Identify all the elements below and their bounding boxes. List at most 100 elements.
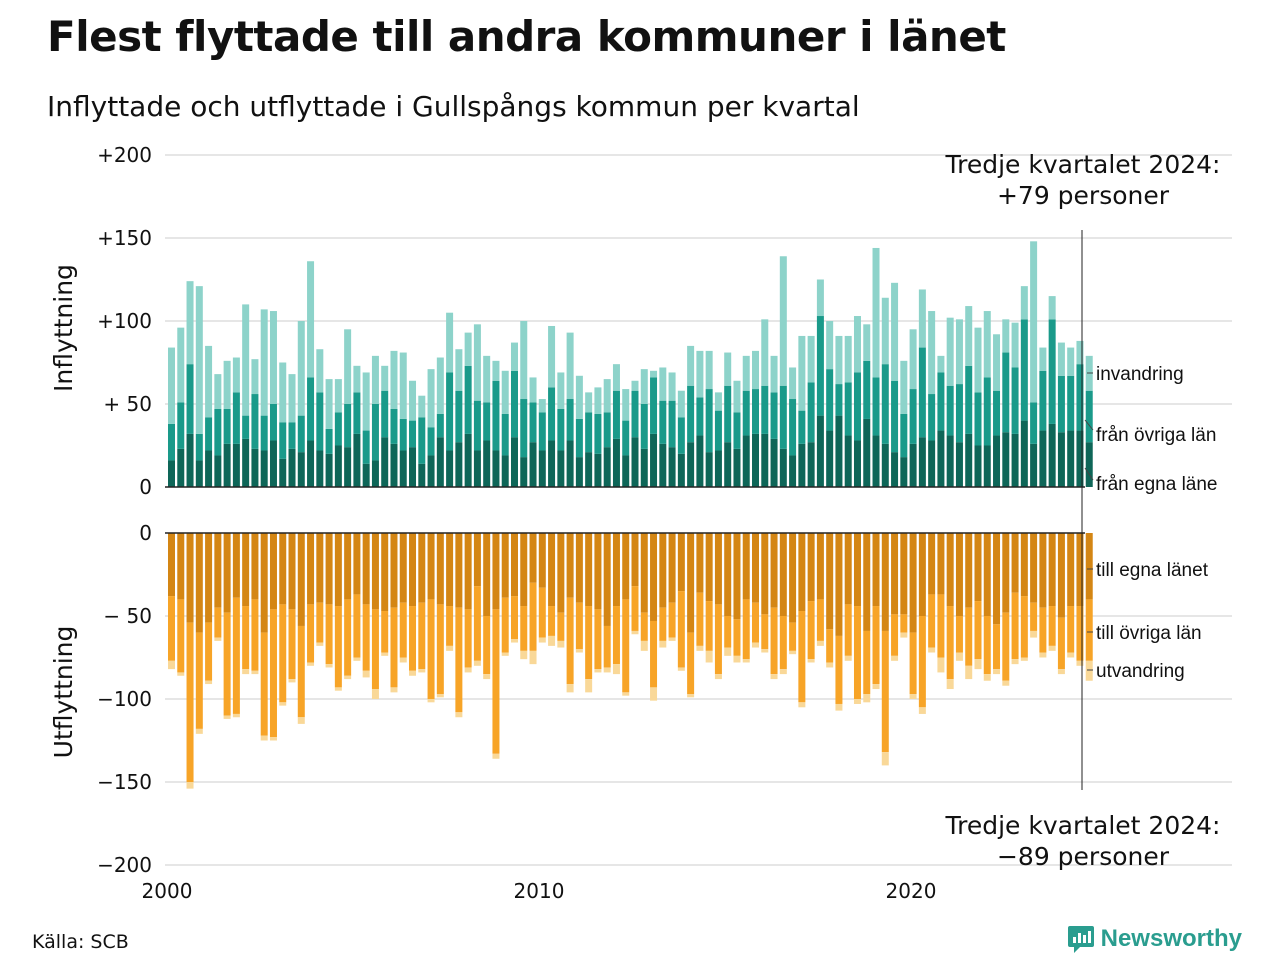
- inflow-bar-3: [399, 352, 407, 419]
- outflow-bar-2: [538, 587, 546, 638]
- outflow-bar-3: [631, 630, 639, 635]
- outflow-bar-2: [260, 632, 268, 736]
- outflow-bar-3: [622, 692, 630, 696]
- outflow-bar-1: [269, 533, 277, 610]
- outflow-bar-1: [965, 533, 973, 608]
- outflow-bar-2: [529, 582, 537, 651]
- outflow-bar-1: [826, 533, 834, 630]
- inflow-bar-2: [418, 417, 426, 464]
- outflow-bar-3: [640, 640, 648, 651]
- inflow-bar-2: [251, 394, 259, 449]
- inflow-bar-3: [742, 355, 750, 391]
- outflow-bar-3: [891, 655, 899, 661]
- inflow-bar-2: [214, 408, 222, 456]
- outflow-bar-3: [362, 670, 370, 678]
- outflow-bar-3: [603, 667, 611, 673]
- outflow-bar-1: [214, 533, 222, 608]
- inflow-bar-1: [483, 440, 491, 487]
- inflow-bar-3: [853, 316, 861, 373]
- inflow-bar-1: [297, 452, 305, 487]
- inflow-bar-1: [955, 442, 963, 487]
- inflow-bar-3: [585, 392, 593, 413]
- outflow-bar-3: [232, 713, 240, 718]
- inflow-bar-3: [1048, 296, 1056, 320]
- inflow-bar-2: [279, 422, 287, 459]
- outflow-bar-1: [770, 533, 778, 608]
- inflow-bar-1: [1030, 443, 1038, 487]
- inflow-bar-3: [603, 379, 611, 413]
- inflow-bar-1: [279, 458, 287, 487]
- outflow-bar-2: [918, 616, 926, 708]
- inflow-bar-3: [334, 379, 342, 413]
- outflow-bar-2: [631, 586, 639, 631]
- tick-label: 2010: [514, 879, 565, 903]
- inflow-bar-2: [659, 400, 667, 444]
- outflow-bar-2: [585, 606, 593, 680]
- outflow-bar-2: [733, 619, 741, 656]
- outflow-bar-1: [566, 533, 574, 598]
- outflow-bar-2: [1085, 599, 1093, 661]
- outflow-bar-2: [622, 599, 630, 693]
- outflow-bar-2: [844, 604, 852, 656]
- outflow-bar-2: [928, 594, 936, 648]
- y-ticks-top: +200 +150 +100 + 50 0: [97, 143, 152, 499]
- inflow-bar-1: [529, 442, 537, 487]
- outflow-bar-2: [427, 599, 435, 699]
- inflow-bar-2: [789, 399, 797, 456]
- outflow-bar-1: [946, 533, 954, 607]
- inflow-bar-2: [640, 404, 648, 449]
- annotation-bottom-line2: −89 personer: [997, 842, 1170, 871]
- outflow-bar-1: [195, 533, 203, 633]
- inflow-bar-3: [344, 329, 352, 404]
- outflow-bar-2: [714, 604, 722, 675]
- inflow-bar-3: [260, 309, 268, 416]
- inflow-bar-3: [279, 362, 287, 423]
- outflow-bar-1: [279, 533, 287, 605]
- inflow-bar-3: [418, 395, 426, 418]
- inflow-bar-1: [807, 442, 815, 487]
- outflow-bar-1: [334, 533, 342, 607]
- inflow-bar-2: [168, 423, 175, 461]
- inflow-bar-3: [409, 380, 417, 421]
- outflow-bar-1: [464, 533, 472, 610]
- outflow-bar-2: [510, 596, 518, 640]
- inflow-bar-3: [946, 317, 954, 386]
- outflow-bar-1: [1002, 533, 1010, 613]
- outflow-bar-1: [900, 533, 908, 615]
- inflow-bar-3: [501, 370, 509, 414]
- chart-title: Flest flyttade till andra kommuner i län…: [47, 12, 1006, 61]
- outflow-bar-1: [789, 533, 797, 623]
- inflow-bar-3: [891, 282, 899, 381]
- inflow-bar-2: [594, 413, 602, 454]
- outflow-bar-2: [640, 612, 648, 641]
- outflow-bar-2: [297, 625, 305, 718]
- outflow-bar-2: [1002, 612, 1010, 681]
- outflow-bar-2: [1030, 602, 1038, 631]
- outflow-bar-3: [242, 669, 250, 675]
- inflow-bar-2: [631, 390, 639, 438]
- inflow-bar-1: [640, 448, 648, 487]
- outflow-bar-2: [344, 599, 352, 676]
- inflow-bar-1: [789, 455, 797, 487]
- inflow-bar-1: [492, 450, 500, 487]
- inflow-bar-3: [965, 306, 973, 366]
- inflow-bar-1: [1085, 442, 1093, 487]
- inflow-bar-3: [622, 389, 630, 421]
- outflow-bar-2: [473, 586, 481, 661]
- outflow-bar-1: [436, 533, 444, 605]
- outflow-bar-1: [742, 533, 750, 600]
- inflow-bar-3: [789, 367, 797, 400]
- outflow-bar-2: [983, 616, 991, 675]
- outflow-bar-1: [752, 533, 760, 603]
- inflow-bar-2: [427, 427, 435, 456]
- source-note: Källa: SCB: [32, 931, 129, 953]
- outflow-bar-2: [214, 607, 222, 638]
- inflow-bar-1: [242, 438, 250, 487]
- inflow-bar-2: [585, 412, 593, 453]
- inflow-bar-2: [538, 412, 546, 451]
- outflow-bar-1: [1057, 533, 1065, 618]
- inflow-bar-2: [288, 422, 296, 449]
- outflow-bar-3: [1076, 660, 1084, 666]
- inflow-bar-1: [214, 455, 222, 487]
- outflow-bar-2: [696, 592, 704, 646]
